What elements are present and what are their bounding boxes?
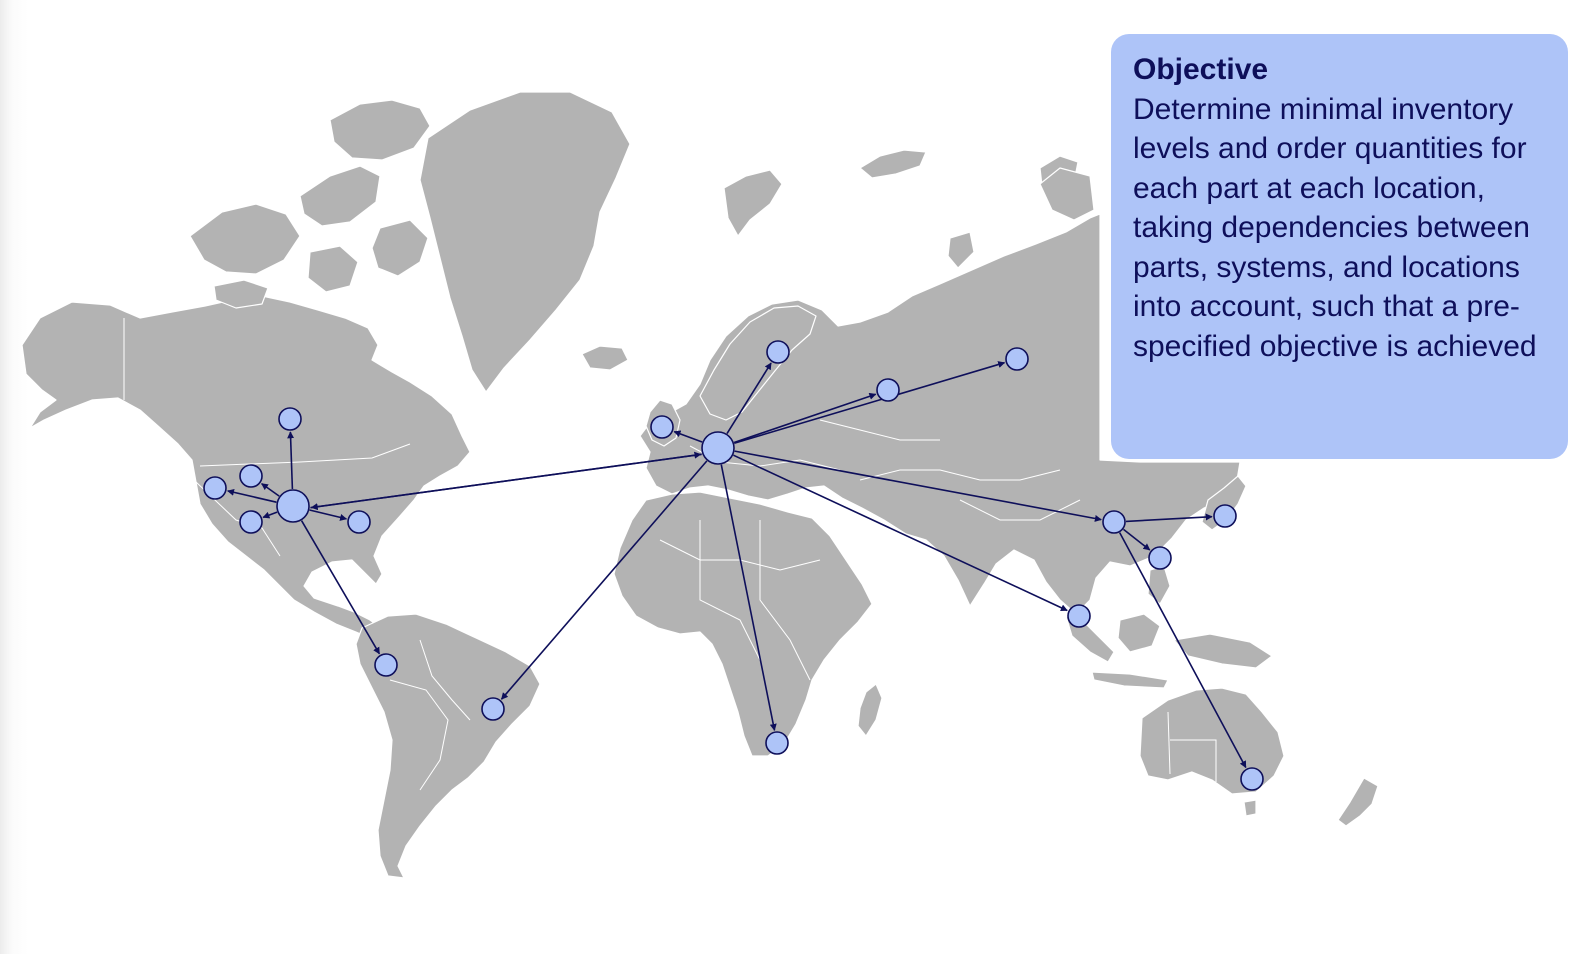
location-node-peru bbox=[374, 653, 398, 677]
supply-routes bbox=[227, 361, 1247, 769]
location-node-russia-west bbox=[876, 378, 900, 402]
new-zealand-landmass bbox=[1243, 777, 1379, 827]
route-europe-central-to-southeast-asia bbox=[733, 454, 1068, 612]
location-node-usa-northwest bbox=[239, 464, 263, 488]
route-europe-central-to-russia-east bbox=[734, 361, 1006, 444]
japan-landmass bbox=[1201, 475, 1247, 531]
hub-node-usa-central bbox=[276, 489, 310, 523]
location-node-russia-east bbox=[1005, 347, 1029, 371]
route-usa-central-to-usa-southeast bbox=[309, 509, 348, 521]
objective-callout: Objective Determine minimal inventory le… bbox=[1111, 34, 1568, 459]
location-node-scandinavia bbox=[766, 340, 790, 364]
far-east-landmass bbox=[1039, 167, 1095, 221]
route-usa-central-to-usa-west bbox=[227, 488, 277, 503]
arctic-russia-islands-landmass bbox=[723, 149, 1079, 269]
route-europe-central-to-scandinavia bbox=[726, 362, 772, 435]
objective-title: Objective bbox=[1133, 53, 1269, 86]
iceland-landmass bbox=[581, 345, 629, 371]
location-node-southeast-asia bbox=[1067, 604, 1091, 628]
route-usa-central-to-usa-southwest bbox=[262, 511, 278, 519]
route-usa-central-to-usa-northwest bbox=[261, 482, 280, 497]
route-europe-central-to-south-africa bbox=[720, 464, 777, 731]
australia-landmass bbox=[1139, 687, 1285, 795]
hub-node-china bbox=[1102, 510, 1126, 534]
inventory-locations bbox=[203, 340, 1264, 791]
route-usa-central-to-canada bbox=[287, 431, 295, 490]
route-usa-central-to-europe-central bbox=[310, 451, 702, 509]
location-node-south-africa bbox=[765, 731, 789, 755]
location-node-canada bbox=[278, 407, 302, 431]
route-europe-central-to-uk bbox=[673, 430, 703, 443]
hub-node-europe-central bbox=[701, 431, 735, 465]
location-node-australia bbox=[1240, 767, 1264, 791]
location-node-usa-west bbox=[203, 476, 227, 500]
location-node-japan bbox=[1213, 504, 1237, 528]
location-node-brazil bbox=[481, 697, 505, 721]
location-node-usa-southwest bbox=[239, 510, 263, 534]
route-china-to-australia bbox=[1118, 532, 1247, 769]
africa-landmass bbox=[613, 491, 873, 757]
south-america-landmass bbox=[355, 613, 541, 879]
route-usa-central-to-peru bbox=[300, 520, 381, 655]
location-node-taiwan bbox=[1148, 546, 1172, 570]
objective-description: Determine minimal inventory levels and o… bbox=[1133, 92, 1537, 363]
southeast-asia-islands-landmass bbox=[1065, 565, 1273, 689]
route-china-to-taiwan bbox=[1123, 528, 1151, 551]
greenland-landmass bbox=[419, 91, 631, 393]
scandinavia-landmass bbox=[699, 305, 817, 421]
location-node-usa-southeast bbox=[347, 510, 371, 534]
route-europe-central-to-china bbox=[734, 450, 1102, 522]
madagascar-landmass bbox=[857, 683, 883, 737]
location-node-uk bbox=[650, 415, 674, 439]
route-china-to-japan bbox=[1125, 513, 1213, 523]
route-europe-central-to-russia-west bbox=[733, 392, 877, 444]
arctic-islands-landmass bbox=[189, 99, 431, 309]
landmasses bbox=[21, 91, 1379, 879]
route-europe-central-to-brazil bbox=[500, 460, 708, 700]
